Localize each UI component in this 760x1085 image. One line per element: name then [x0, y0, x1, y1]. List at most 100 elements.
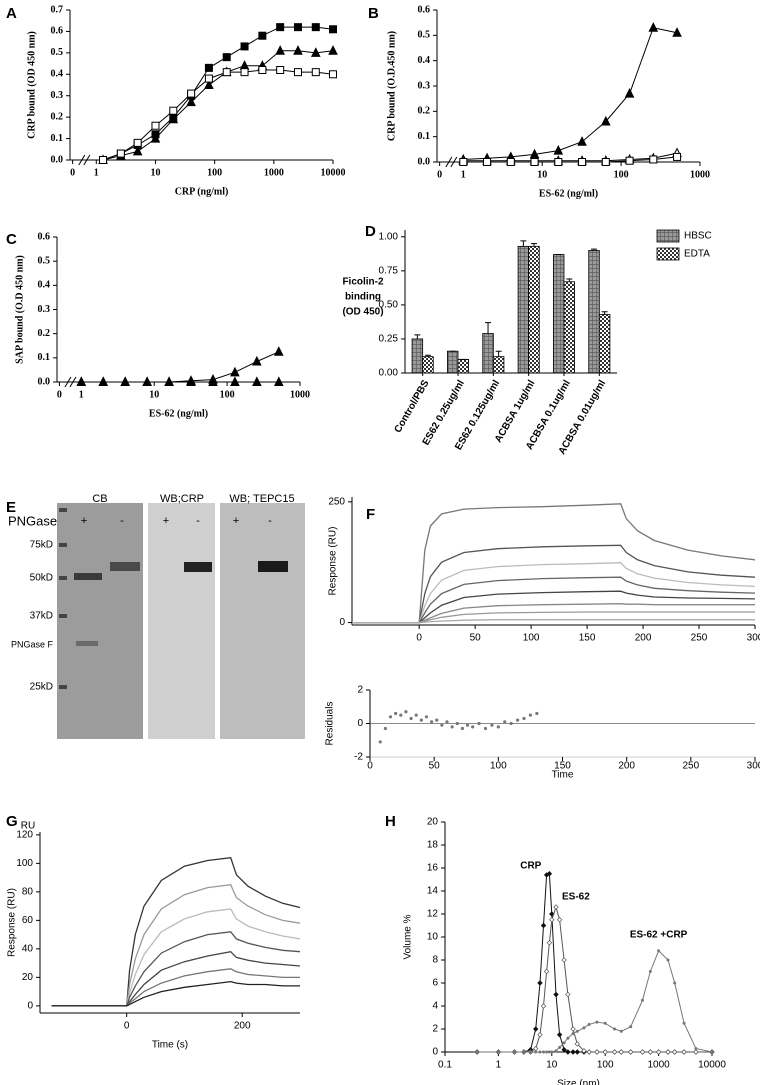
- marker: [169, 106, 178, 115]
- sign: +: [81, 515, 87, 527]
- marker: [459, 158, 468, 166]
- marker: [570, 1049, 576, 1055]
- series-label: ES-62 +CRP: [630, 929, 688, 940]
- y-tick-label: 0.75: [379, 265, 399, 276]
- y-tick-label: 60: [22, 915, 34, 926]
- marker: [222, 68, 231, 77]
- marker: [553, 991, 559, 998]
- marker: [258, 31, 267, 40]
- x-tick-label: 10: [150, 167, 160, 178]
- marker: [574, 1049, 580, 1055]
- marker: [273, 376, 284, 386]
- x-tick-label: 100: [597, 1060, 614, 1071]
- bar: [598, 314, 611, 374]
- y-tick-label: 0.4: [418, 55, 431, 66]
- legend-label: EDTA: [684, 249, 710, 260]
- marker: [554, 158, 563, 166]
- panel-letter: C: [6, 231, 17, 248]
- y-tick-label: 0: [357, 718, 363, 729]
- y-unit: RU: [21, 821, 35, 832]
- point: [440, 723, 444, 727]
- marker: [208, 376, 218, 386]
- y-axis-label: CRP bound (OD 450 nm): [26, 31, 37, 139]
- marker: [565, 991, 571, 998]
- panel-letter: A: [6, 5, 17, 22]
- y-tick-label: 0.1: [51, 133, 64, 144]
- x-tick-label: 10000: [321, 167, 346, 178]
- marker: [530, 158, 539, 166]
- marker: [611, 1049, 618, 1055]
- gel-band: [74, 573, 102, 580]
- x-axis-label: ES-62 (ng/ml): [539, 188, 598, 199]
- bar: [457, 358, 470, 374]
- marker: [624, 87, 635, 98]
- point: [490, 723, 494, 727]
- panel-letter: E: [6, 499, 16, 516]
- series-line: [352, 611, 755, 624]
- marker: [558, 1045, 562, 1049]
- marker: [666, 958, 670, 962]
- x-tick-label: 100: [220, 389, 235, 400]
- marker: [710, 1050, 714, 1054]
- marker: [629, 1025, 633, 1029]
- y-axis-label: binding: [345, 292, 381, 303]
- legend-swatch: [656, 229, 680, 243]
- x-tick-label: 200: [618, 761, 635, 772]
- x-tick-label: 200: [234, 1021, 251, 1032]
- series-line: [102, 50, 334, 161]
- y-tick-label: 0.6: [51, 26, 64, 37]
- x-axis-label: Time: [552, 770, 574, 781]
- marker: [543, 968, 550, 975]
- point: [535, 711, 539, 716]
- x-tick-label: 150: [554, 761, 571, 772]
- bar: [553, 254, 565, 374]
- marker: [522, 1050, 526, 1054]
- sign: -: [120, 515, 124, 527]
- marker: [222, 53, 231, 62]
- marker-label: 50kD: [30, 573, 53, 584]
- y-tick-label: 0.6: [38, 231, 51, 242]
- marker: [528, 1050, 533, 1054]
- marker: [682, 1021, 686, 1025]
- marker: [553, 904, 559, 910]
- y-tick-label: 0.50: [379, 300, 399, 311]
- point: [509, 721, 513, 726]
- x-tick-label: 0: [437, 169, 442, 180]
- marker: [556, 1032, 563, 1038]
- error-bar: [530, 243, 537, 247]
- bar: [528, 245, 540, 374]
- marker: [657, 949, 661, 953]
- legend-swatch: [656, 247, 680, 261]
- bar: [446, 350, 459, 374]
- marker: [647, 1049, 654, 1055]
- point: [409, 716, 413, 721]
- x-tick-label: 50: [429, 761, 441, 772]
- marker: [98, 376, 109, 386]
- marker: [273, 346, 284, 356]
- y-axis-label: (OD 450): [342, 307, 383, 318]
- marker: [618, 1049, 624, 1055]
- marker: [581, 1048, 587, 1054]
- marker: [258, 66, 267, 74]
- series-line: [477, 949, 713, 1053]
- marker: [554, 1049, 558, 1053]
- marker: [582, 1026, 586, 1030]
- bar: [422, 356, 434, 374]
- y-tick-label: 0.5: [51, 47, 64, 58]
- lane-label: WB;CRP: [160, 493, 204, 505]
- x-tick-label: 0: [70, 167, 75, 178]
- y-axis-label: CRP bound (O.D.450 nm): [386, 31, 397, 141]
- y-tick-label: 0: [339, 617, 345, 628]
- series-line: [81, 351, 280, 383]
- y-tick-label: 18: [427, 840, 439, 851]
- y-axis-label: SAP bound (O.D 450 nm): [14, 255, 25, 364]
- bar: [411, 338, 424, 374]
- marker: [311, 68, 320, 77]
- ladder-band: [59, 543, 67, 547]
- series-line: [352, 562, 756, 624]
- marker: [546, 871, 553, 877]
- row-label: PNGase: [8, 513, 57, 528]
- y-tick-label: 4: [432, 1001, 438, 1012]
- marker: [640, 998, 645, 1002]
- marker: [574, 1041, 580, 1047]
